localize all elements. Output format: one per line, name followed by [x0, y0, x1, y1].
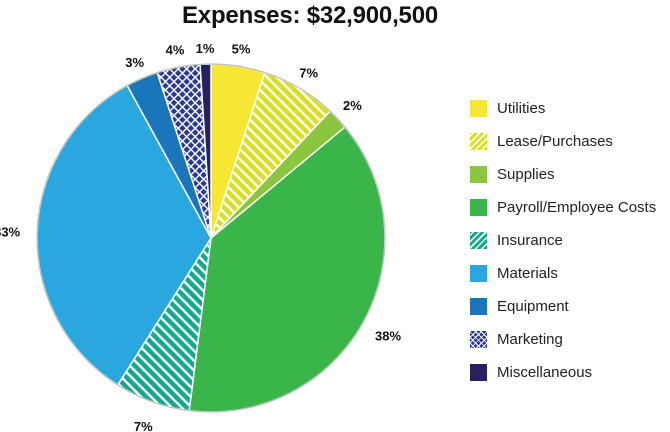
legend-swatch-marketing	[470, 331, 487, 348]
legend-swatch-equipment	[470, 298, 487, 315]
legend-label-equipment: Equipment	[497, 298, 569, 315]
legend-item-lease-purchases: Lease/Purchases	[470, 125, 668, 158]
legend-swatch-lease-purchases	[470, 133, 487, 150]
legend-swatch-materials	[470, 265, 487, 282]
slice-label-supplies: 2%	[343, 98, 362, 113]
slice-label-utilities: 5%	[232, 41, 251, 56]
legend-item-marketing: Marketing	[470, 323, 668, 356]
legend-item-payroll-employee-costs: Payroll/Employee Costs	[470, 191, 668, 224]
legend-item-miscellaneous: Miscellaneous	[470, 356, 668, 389]
slice-label-marketing: 4%	[166, 42, 185, 57]
slice-label-insurance: 7%	[134, 419, 153, 432]
legend-swatch-miscellaneous	[470, 364, 487, 381]
legend-label-supplies: Supplies	[497, 166, 555, 183]
slice-label-miscellaneous: 1%	[196, 41, 215, 56]
legend-label-lease-purchases: Lease/Purchases	[497, 133, 613, 150]
slice-label-lease-purchases: 7%	[299, 66, 318, 81]
legend-swatch-supplies	[470, 166, 487, 183]
legend-label-materials: Materials	[497, 265, 558, 282]
legend-item-insurance: Insurance	[470, 224, 668, 257]
legend-swatch-payroll-employee-costs	[470, 199, 487, 216]
legend-swatch-utilities	[470, 100, 487, 117]
slice-label-materials: 33%	[0, 225, 21, 240]
slice-label-payroll-employee-costs: 38%	[375, 328, 401, 343]
legend-item-materials: Materials	[470, 257, 668, 290]
pie-outline	[36, 63, 386, 413]
legend-label-utilities: Utilities	[497, 100, 546, 117]
chart-legend: Utilities Lease/Purchases Supplies Payroll/…	[470, 92, 668, 389]
legend-label-marketing: Marketing	[497, 331, 563, 348]
legend-label-insurance: Insurance	[497, 232, 563, 249]
legend-label-payroll-employee-costs: Payroll/Employee Costs	[497, 199, 657, 216]
legend-swatch-insurance	[470, 232, 487, 249]
legend-item-supplies: Supplies	[470, 158, 668, 191]
legend-item-utilities: Utilities	[470, 92, 668, 125]
chart-title: Expenses: $32,900,500	[182, 2, 438, 29]
legend-item-equipment: Equipment	[470, 290, 668, 323]
legend-label-miscellaneous: Miscellaneous	[497, 364, 593, 381]
slice-label-equipment: 3%	[125, 55, 144, 70]
